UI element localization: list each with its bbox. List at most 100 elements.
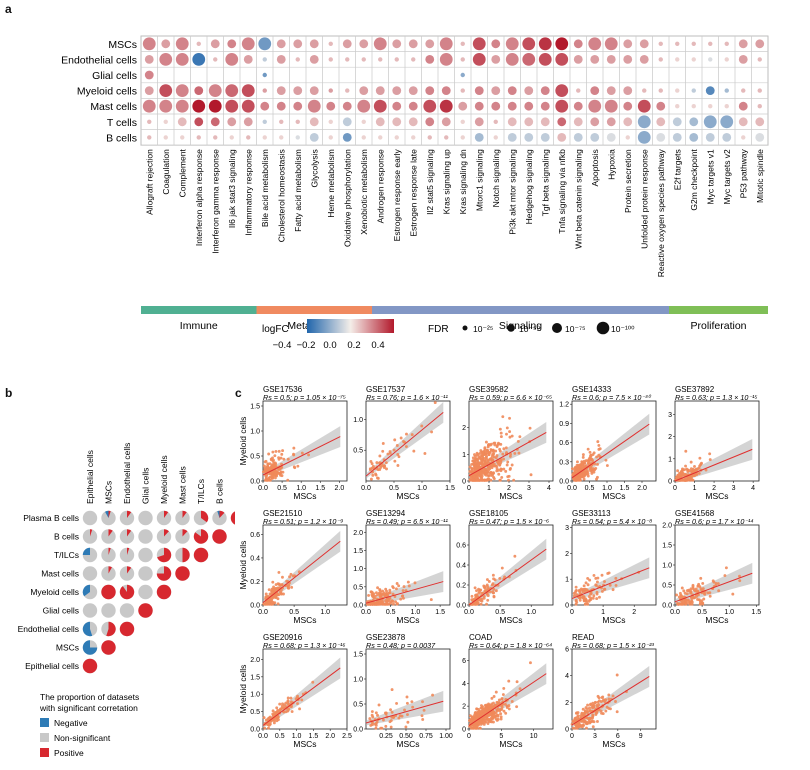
scatter-point [573,726,577,730]
heatmap-dot [755,39,765,49]
scatter-point [469,470,473,474]
heatmap-dot [328,88,333,93]
heatmap-dot [522,53,536,66]
scatter-point [410,700,414,704]
x-tick-label: 1.0 [417,485,427,492]
scatter-point [487,712,491,716]
heatmap-dot [573,39,583,49]
heatmap-dot [675,88,680,93]
pie-positive-slice [219,510,225,518]
heatmap-dot [208,84,222,97]
pie-row-label: MSCs [56,643,79,653]
heatmap-dot [493,135,498,140]
scatter-point [588,458,591,462]
column-label: Interferon gamma response [211,149,221,254]
scatter-point [373,722,377,726]
scatter-point [492,694,496,698]
pie-positive-slice [201,510,209,523]
scatter-point [675,593,679,597]
scatter-point [373,594,377,598]
heatmap-dot [573,117,583,127]
scatter-fit-line [262,540,341,604]
scatter-point [505,426,509,430]
y-tick-label: 1 [462,452,466,459]
heatmap-dot [225,53,239,66]
scatter-point [280,583,284,587]
scatter-point [266,717,270,721]
scatter-point [475,468,479,471]
x-axis-label: MSCs [602,491,625,501]
scatter-point [588,717,592,721]
column-label: Mitotic spindle [755,149,765,203]
scatter-point [592,467,595,471]
heatmap-dot [555,53,569,66]
column-label: Heme metabolism [326,149,336,218]
heatmap-dot [427,135,432,140]
heatmap-dot [262,119,267,125]
heatmap-dot [196,41,201,46]
heatmap-dot [538,37,552,51]
heatmap-dot [604,99,618,113]
x-tick-label: 0 [673,485,677,492]
heatmap-dot [505,53,519,66]
pie-legend-title-line2: with significant corretation [39,703,138,713]
scatter-point [591,596,595,600]
y-axis-label: Myeloid cells [238,417,248,466]
y-axis-label: Myeloid cells [238,541,248,590]
fdr-legend-dot [596,321,610,335]
x-axis-label: MSCs [499,491,522,501]
y-tick-label: 2 [565,551,569,558]
scatter-point [516,439,520,443]
scatter-point [500,475,504,479]
row-label: Endothelial cells [61,54,137,66]
pie-nonsignificant [138,584,153,600]
scatter-point [581,463,585,467]
scatter-point [490,720,493,724]
scatter-point [381,442,385,445]
scatter-point [603,580,606,583]
scatter-point [383,464,387,468]
y-tick-label: 0.0 [353,603,363,610]
heatmap-dot [295,119,300,125]
pathway-heatmap: MSCs Endothelial cells Glial cells Myeloid … [61,35,769,351]
x-tick-label: 1.5 [309,733,319,740]
scatter-point [701,581,705,585]
scatter-point [406,720,410,724]
pie-positive-slice [156,566,172,581]
scatter-point [499,467,503,471]
scatter-point [499,717,503,721]
scatter-point [509,452,513,456]
pie-nonsignificant [138,510,153,526]
column-label: Xenobiotic metabolism [359,149,369,235]
scatter-stat: Rs = 0.68; p = 1.5 × 10⁻²³ [572,641,655,650]
scatter-stat: Rs = 0.54; p = 5.4 × 10⁻⁸ [572,517,652,526]
scatter-point [400,594,404,598]
scatter-point [487,705,491,709]
column-label: Kras signaling dn [458,149,468,214]
heatmap-dot [147,135,152,140]
scatter-point [385,467,388,471]
heatmap-dot [493,119,498,125]
scatter-point [276,597,280,601]
scatter-fit-line [468,548,547,606]
pie-positive-slice [230,511,235,525]
scatter-point [484,456,488,459]
scatter-point [689,595,693,599]
pie-positive-slice [127,510,132,518]
heatmap-dot [724,57,729,62]
scatter-point [279,591,283,595]
scatter-point [370,710,374,713]
scatter-point [396,602,399,606]
scatter-point [499,712,503,716]
scatter-point [289,696,293,700]
scatter-point [580,473,584,477]
x-tick-label: 0.5 [389,485,399,492]
heatmap-dot [345,57,350,62]
heatmap-dot [307,99,321,113]
scatter-point [699,576,703,580]
heatmap-dot [637,131,651,144]
heatmap-dot [408,39,418,49]
heatmap-dot [147,119,152,125]
scatter-point [277,570,281,574]
heatmap-dot [357,99,371,113]
